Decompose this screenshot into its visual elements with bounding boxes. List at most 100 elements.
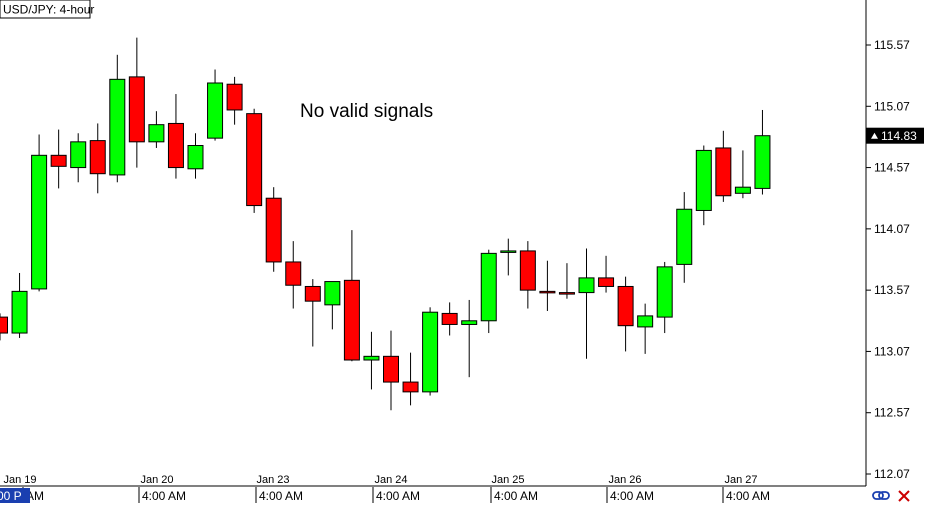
candle bbox=[324, 281, 341, 330]
candle bbox=[676, 192, 693, 283]
candle-body bbox=[617, 285, 634, 327]
candle-body bbox=[167, 122, 184, 169]
candle bbox=[480, 249, 497, 334]
candle-body bbox=[539, 290, 556, 294]
axes-layer bbox=[0, 0, 867, 487]
candle-body bbox=[285, 261, 302, 286]
candle-body bbox=[304, 285, 321, 302]
candle bbox=[109, 54, 126, 183]
candle bbox=[383, 330, 399, 411]
candle-body bbox=[343, 279, 360, 361]
candle-body bbox=[461, 320, 478, 325]
candle-body bbox=[578, 277, 595, 294]
candle bbox=[402, 352, 419, 406]
candle-body bbox=[363, 355, 380, 361]
candle-body bbox=[715, 147, 732, 197]
y-tick-label: 113.57 bbox=[874, 283, 910, 297]
candle bbox=[226, 76, 243, 125]
y-tick-label: 115.07 bbox=[874, 99, 910, 113]
candle-body bbox=[676, 208, 693, 265]
price-scale: 115.57 115.07 114.57 114.07 113.57 113.07 112.… bbox=[866, 38, 910, 481]
x-time-label: 4:00 AM bbox=[376, 489, 420, 503]
status-bar-text: 00 P bbox=[0, 489, 22, 503]
candle-body bbox=[480, 252, 497, 322]
x-date-label: Jan 23 bbox=[256, 474, 289, 486]
candle bbox=[598, 255, 615, 293]
candle-body bbox=[324, 281, 341, 306]
candle bbox=[285, 241, 302, 309]
candle bbox=[167, 94, 184, 179]
y-tick-label: 112.07 bbox=[874, 467, 910, 481]
candle bbox=[70, 133, 87, 183]
candle-body bbox=[31, 154, 48, 290]
candle bbox=[89, 123, 106, 194]
link-icon[interactable] bbox=[872, 491, 890, 500]
candle-body bbox=[50, 154, 67, 167]
candle-body bbox=[558, 292, 575, 295]
candle bbox=[304, 279, 321, 347]
candle bbox=[246, 108, 263, 213]
candle bbox=[422, 307, 439, 396]
time-scale: Jan 19 Jan 20 Jan 23 Jan 24 Jan 25 Jan 26 Jan … bbox=[3, 474, 770, 503]
annotation-text: No valid signals bbox=[300, 101, 433, 122]
x-time-label: 4:00 AM bbox=[259, 489, 303, 503]
candle-body bbox=[734, 186, 751, 194]
candle bbox=[207, 69, 224, 141]
candle-body bbox=[695, 149, 712, 211]
candle bbox=[11, 272, 28, 338]
x-date-label: Jan 25 bbox=[491, 474, 524, 486]
x-time-label: 4:00 AM bbox=[610, 489, 654, 503]
candle bbox=[637, 303, 654, 354]
status-bar-left[interactable]: 00 P bbox=[0, 488, 30, 503]
candle bbox=[539, 260, 556, 311]
y-tick-label: 112.57 bbox=[874, 406, 910, 420]
candle bbox=[558, 263, 575, 299]
y-tick-label: 114.57 bbox=[874, 161, 910, 175]
x-date-label: Jan 20 bbox=[140, 474, 173, 486]
y-tick-label: 113.07 bbox=[874, 344, 910, 358]
candle bbox=[265, 187, 282, 272]
symbol-label-box[interactable]: USD/JPY: 4-hour bbox=[0, 0, 94, 19]
candle-body bbox=[187, 145, 204, 170]
candle-body bbox=[441, 312, 458, 325]
candle-body bbox=[11, 290, 28, 334]
current-price-badge: 114.83 bbox=[866, 127, 924, 144]
x-time-label: 4:00 AM bbox=[494, 489, 538, 503]
candle bbox=[754, 109, 771, 195]
candle bbox=[695, 145, 712, 226]
symbol-label: USD/JPY: 4-hour bbox=[3, 3, 94, 17]
candle bbox=[715, 130, 732, 202]
candle-body bbox=[637, 315, 654, 328]
candle bbox=[461, 299, 478, 378]
candle-body bbox=[500, 250, 517, 253]
candle bbox=[734, 150, 751, 199]
x-time-label: 4:00 AM bbox=[142, 489, 186, 503]
candle-body bbox=[656, 266, 673, 318]
x-date-label: Jan 26 bbox=[608, 474, 641, 486]
y-tick-label: 115.57 bbox=[874, 38, 910, 52]
candle-body bbox=[402, 381, 419, 393]
x-time-label: 4:00 AM bbox=[726, 489, 770, 503]
candle bbox=[187, 133, 204, 179]
candle bbox=[519, 241, 536, 309]
y-tick-label: 114.07 bbox=[874, 222, 910, 236]
candle-body bbox=[128, 76, 145, 143]
x-time-label: AM bbox=[26, 489, 44, 503]
x-date-label: Jan 27 bbox=[724, 474, 757, 486]
candle bbox=[31, 134, 48, 292]
candle-body bbox=[519, 250, 536, 291]
candle bbox=[656, 261, 673, 334]
candles-layer bbox=[0, 37, 771, 411]
current-price-value: 114.83 bbox=[881, 129, 917, 143]
candle bbox=[578, 248, 595, 359]
candle bbox=[0, 313, 8, 341]
candle-body bbox=[754, 135, 771, 189]
candle bbox=[148, 111, 165, 148]
candle-body bbox=[422, 311, 439, 393]
close-x-icon[interactable] bbox=[898, 490, 910, 502]
candle-body bbox=[207, 82, 224, 139]
candle-body bbox=[226, 83, 243, 111]
candle bbox=[128, 37, 145, 168]
